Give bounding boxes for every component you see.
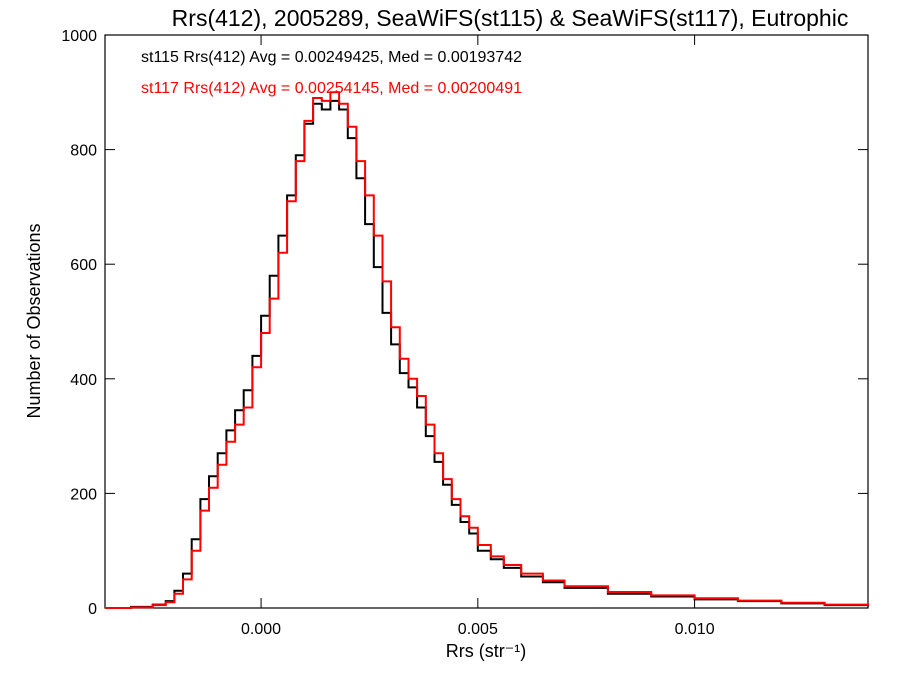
annotation-2: st117 Rrs(412) Avg = 0.00254145, Med = 0… xyxy=(141,80,522,97)
x-tick-label: 0.000 xyxy=(241,621,281,638)
series-st117 xyxy=(105,91,869,609)
series-st115 xyxy=(105,99,869,609)
annotations: st115 Rrs(412) Avg = 0.00249425, Med = 0… xyxy=(141,49,522,97)
y-axis: 0 200 400 600 800 1000 xyxy=(61,28,868,618)
y-tick-label: 600 xyxy=(70,257,97,274)
y-tick-label: 1000 xyxy=(61,28,97,45)
y-tick-label: 0 xyxy=(88,601,97,618)
y-tick-label: 200 xyxy=(70,486,97,503)
chart-title: Rrs(412), 2005289, SeaWiFS(st115) & SeaW… xyxy=(172,5,849,31)
x-axis-label: Rrs (str⁻¹) xyxy=(446,641,526,661)
plot-area: 0 200 400 600 800 1000 0.000 0.005 0.010 st115 … xyxy=(61,28,869,638)
y-axis-label: Number of Observations xyxy=(24,223,44,418)
plot-frame xyxy=(104,34,869,609)
x-tick-label: 0.005 xyxy=(458,621,498,638)
x-axis: 0.000 0.005 0.010 xyxy=(241,35,715,638)
series-layer xyxy=(105,91,869,609)
y-tick-label: 400 xyxy=(70,372,97,389)
y-tick-label: 800 xyxy=(70,143,97,160)
annotation-1: st115 Rrs(412) Avg = 0.00249425, Med = 0… xyxy=(141,49,522,66)
x-tick-label: 0.010 xyxy=(675,621,715,638)
